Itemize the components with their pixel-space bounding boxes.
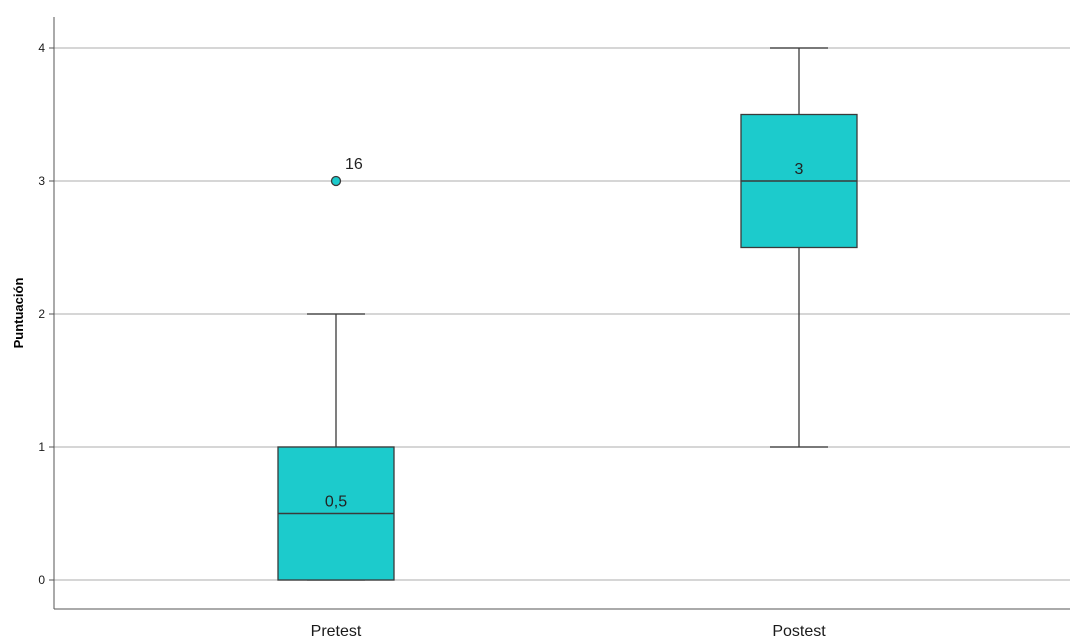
x-tick-label: Pretest <box>311 623 362 639</box>
y-tick-label: 4 <box>38 41 45 55</box>
y-tick-label: 2 <box>38 307 45 321</box>
boxes: 0,5 16 3 <box>277 47 858 581</box>
x-tick-labels: Pretest Postest <box>311 623 827 639</box>
y-tick-label: 3 <box>38 174 45 188</box>
median-label: 0,5 <box>325 494 347 511</box>
y-tick-label: 1 <box>38 440 45 454</box>
y-tick-label: 0 <box>38 573 45 587</box>
y-axis-label: Puntuación <box>11 278 26 349</box>
median-label: 3 <box>795 161 804 178</box>
box-postest: 3 <box>740 47 858 448</box>
grid-lines <box>54 47 1070 581</box>
y-tick-labels: 0 1 2 3 4 <box>38 41 54 587</box>
x-tick-label: Postest <box>772 623 826 639</box>
box-pretest: 0,5 16 <box>277 156 395 581</box>
outlier-label: 16 <box>345 156 363 173</box>
axes <box>53 17 1070 610</box>
outlier-point <box>330 175 342 187</box>
